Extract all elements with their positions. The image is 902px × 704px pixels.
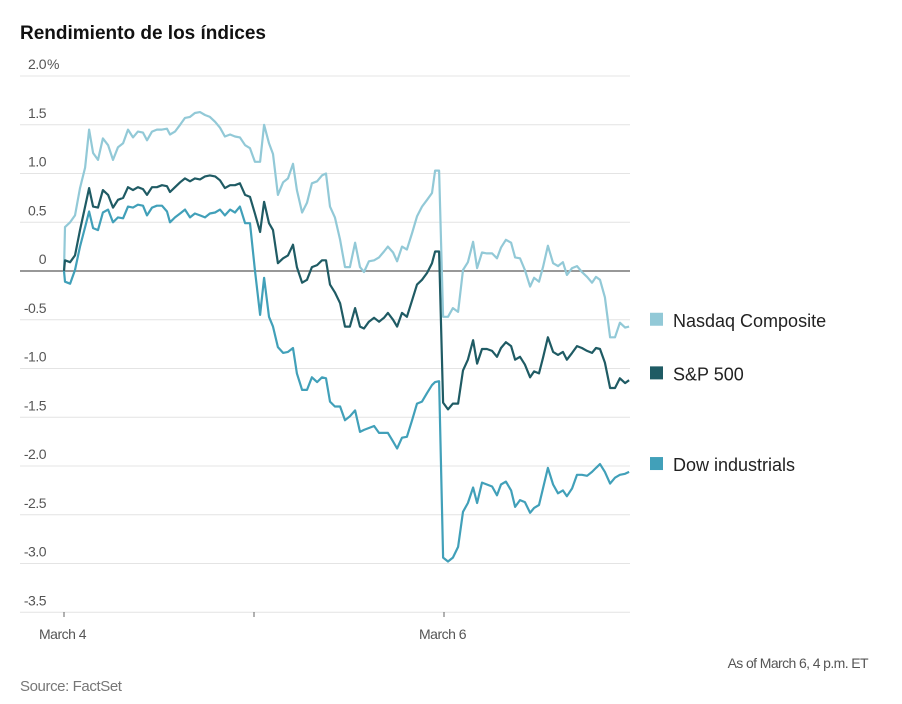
x-tick-label: March 4: [39, 626, 87, 642]
source-note: Source: FactSet: [20, 678, 123, 695]
y-tick-label: -1.5: [24, 397, 47, 413]
legend: Nasdaq Composite S&P 500 Dow industrials: [650, 311, 826, 475]
legend-label: Dow industrials: [673, 455, 795, 475]
legend-label: S&P 500: [673, 364, 744, 384]
y-tick-label: -3.5: [24, 592, 47, 608]
x-axis: March 4 March 6: [39, 612, 467, 642]
legend-swatch: [650, 312, 663, 326]
y-tick-label: 0.5: [28, 202, 47, 218]
y-tick-label: 2.0: [28, 56, 47, 72]
series-line-dow-industrials: [62, 203, 630, 563]
x-tick-label: March 6: [419, 626, 467, 642]
y-tick-label: -1.0: [24, 349, 47, 365]
y-tick-label: -3.0: [24, 544, 47, 560]
y-tick-label: 1.0: [28, 154, 47, 170]
series-line-nasdaq-composite: [62, 110, 630, 339]
legend-swatch: [650, 457, 663, 471]
y-tick-label: -0.5: [24, 300, 47, 316]
y-tick-label: -2.5: [24, 495, 47, 511]
y-tick-label: 0: [39, 251, 47, 267]
gridlines: [20, 75, 630, 613]
legend-swatch: [650, 366, 663, 380]
chart-title: Rendimiento de los índices: [20, 23, 266, 44]
series-lines: [62, 110, 630, 563]
y-unit-label: %: [47, 56, 59, 72]
as-of-note: As of March 6, 4 p.m. ET: [728, 655, 869, 671]
series-line-s-p-500: [62, 174, 630, 411]
y-axis-tick-labels: 2.0 % 1.5 1.0 0.5 0 -0.5 -1.0 -1.5 -2.0 -2.5 -3.0 -3…: [24, 56, 60, 608]
y-tick-label: 1.5: [28, 105, 47, 121]
y-tick-label: -2.0: [24, 446, 47, 462]
legend-label: Nasdaq Composite: [673, 311, 826, 331]
